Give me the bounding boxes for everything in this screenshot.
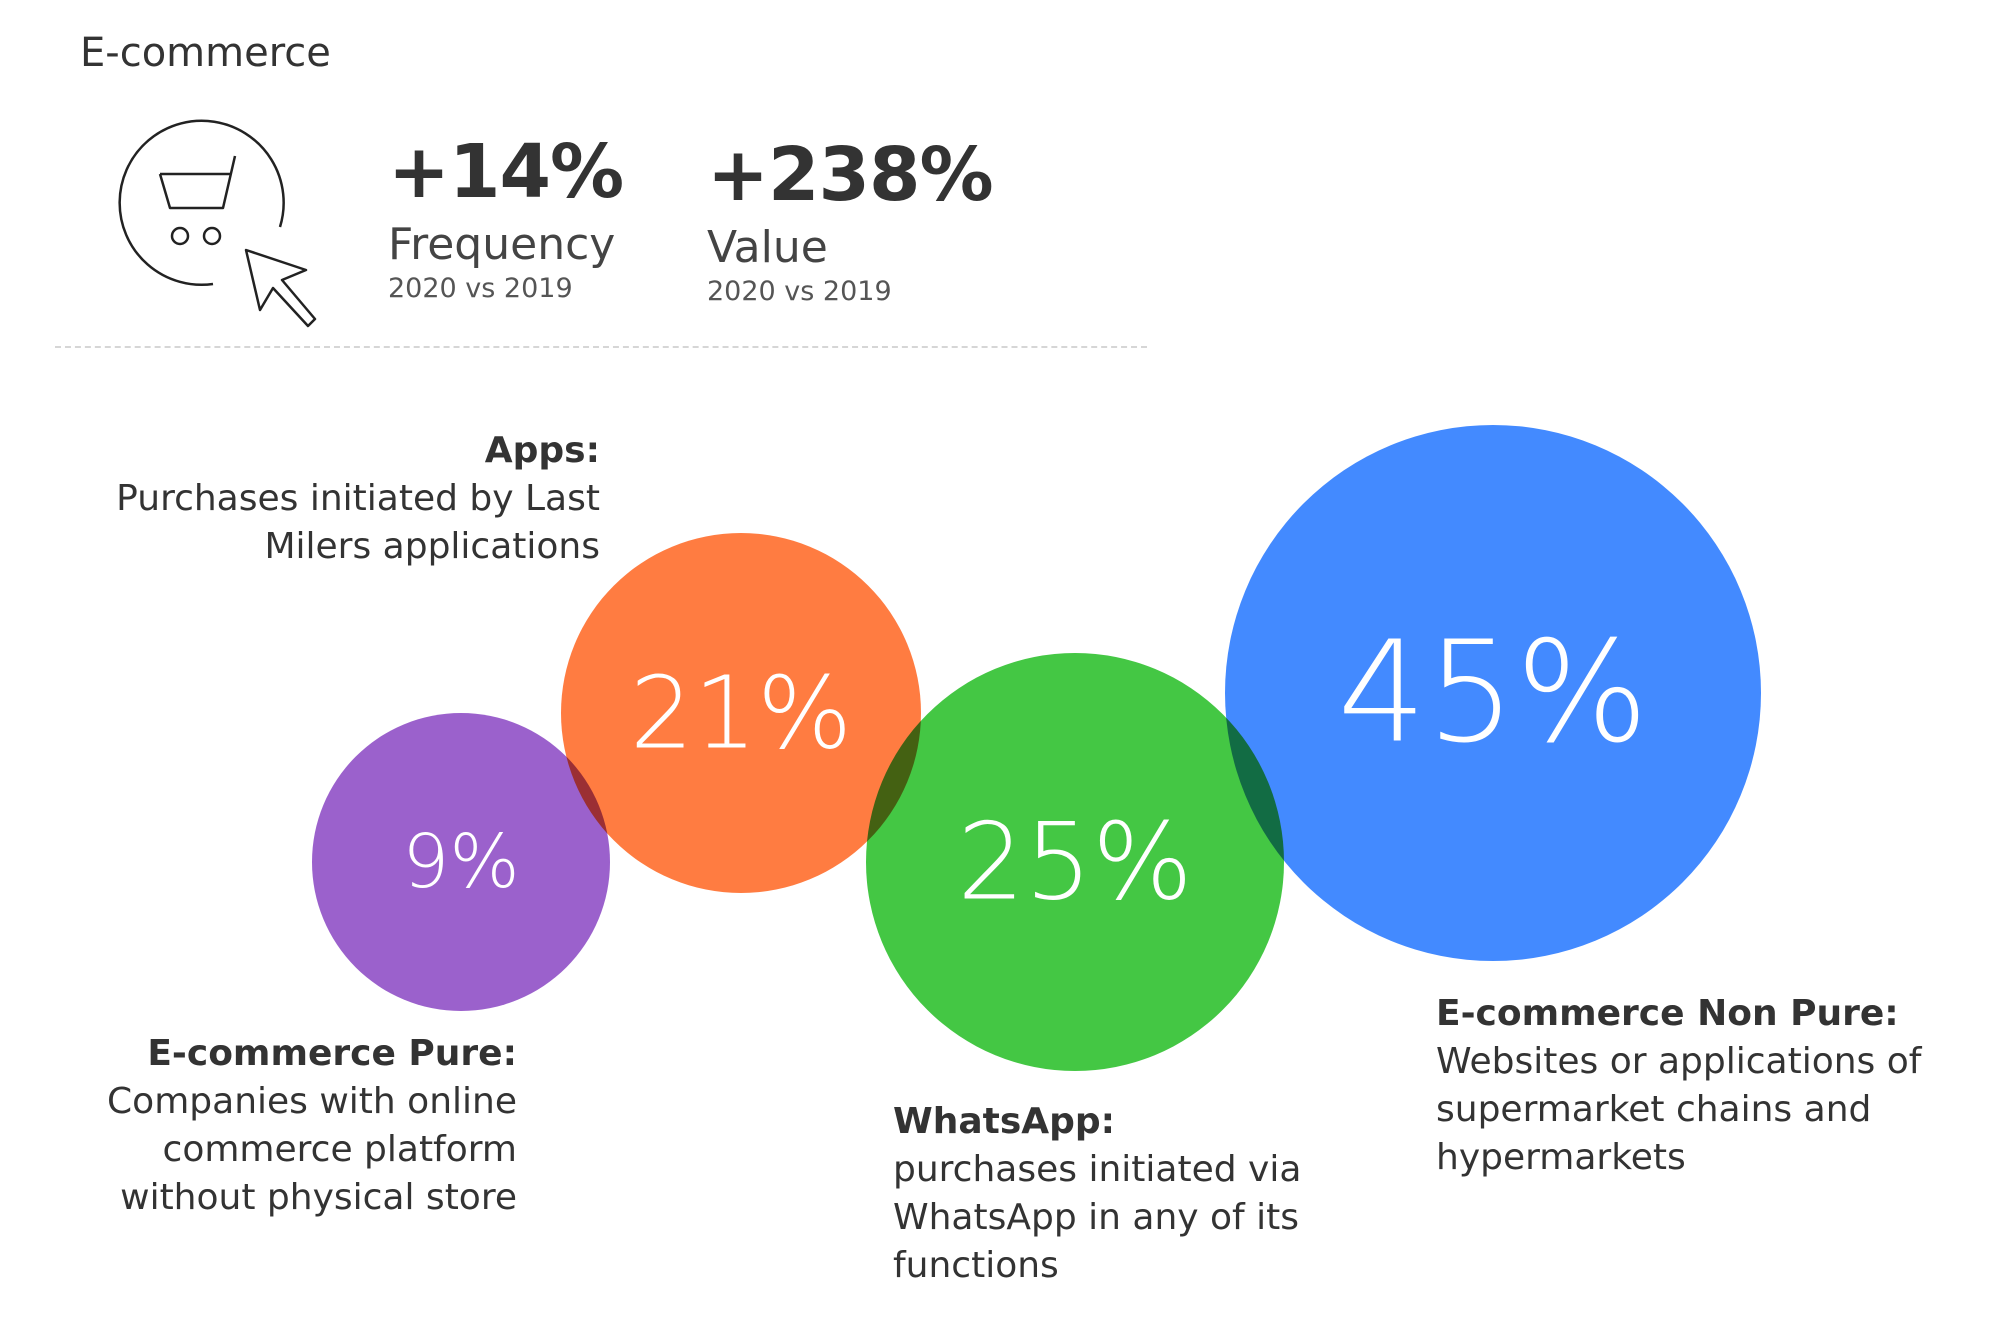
annotation-ecommerce-non-pure-head: E-commerce Non Pure: bbox=[1436, 993, 1899, 1034]
annotation-apps: Apps: Purchases initiated by Last Milers… bbox=[116, 427, 600, 571]
stat-frequency: +14% Frequency 2020 vs 2019 bbox=[388, 129, 624, 305]
annotation-apps-head: Apps: bbox=[484, 430, 600, 471]
page-title: E-commerce bbox=[80, 30, 331, 76]
annotation-ecommerce-non-pure-line: hypermarkets bbox=[1436, 1137, 1686, 1178]
annotation-ecommerce-non-pure: E-commerce Non Pure: Websites or applica… bbox=[1436, 990, 1921, 1182]
annotation-apps-line: Milers applications bbox=[264, 526, 600, 567]
data-label-apps: 21% bbox=[630, 655, 852, 772]
data-label-ecommerce-non-pure: 45% bbox=[1337, 612, 1648, 775]
data-label-whatsapp: 25% bbox=[957, 801, 1193, 924]
annotation-apps-line: Purchases initiated by Last bbox=[116, 478, 600, 519]
annotation-ecommerce-pure: E-commerce Pure: Companies with online c… bbox=[107, 1030, 517, 1222]
annotation-ecommerce-pure-line: Companies with online bbox=[107, 1081, 517, 1122]
stat-value-value: +238% bbox=[707, 132, 994, 218]
stat-value-period: 2020 vs 2019 bbox=[707, 276, 892, 308]
section-divider bbox=[55, 346, 1147, 348]
bubble-ecommerce-pure bbox=[312, 713, 610, 1011]
annotation-ecommerce-pure-head: E-commerce Pure: bbox=[147, 1033, 517, 1074]
stat-value-label: Value bbox=[707, 222, 828, 273]
shopping-cart-cursor-icon bbox=[118, 119, 317, 328]
bubble-whatsapp bbox=[866, 653, 1284, 1071]
annotation-ecommerce-non-pure-line: Websites or applications of bbox=[1436, 1041, 1922, 1082]
annotation-whatsapp-line: WhatsApp in any of its bbox=[893, 1197, 1300, 1238]
annotation-ecommerce-non-pure-line: supermarket chains and bbox=[1436, 1089, 1872, 1130]
annotation-whatsapp-head: WhatsApp: bbox=[893, 1101, 1116, 1142]
stat-value: +238% Value 2020 vs 2019 bbox=[707, 132, 994, 308]
annotation-whatsapp-line: purchases initiated via bbox=[893, 1149, 1302, 1190]
bubble-ecommerce-non-pure bbox=[1225, 425, 1761, 961]
bubble-apps bbox=[561, 533, 921, 893]
annotation-whatsapp-line: functions bbox=[893, 1245, 1059, 1286]
annotation-whatsapp: WhatsApp: purchases initiated via WhatsA… bbox=[893, 1098, 1301, 1290]
annotation-ecommerce-pure-line: without physical store bbox=[120, 1177, 517, 1218]
stat-frequency-period: 2020 vs 2019 bbox=[388, 273, 573, 305]
stat-frequency-label: Frequency bbox=[388, 219, 616, 270]
annotation-ecommerce-pure-line: commerce platform bbox=[162, 1129, 517, 1170]
stat-frequency-value: +14% bbox=[388, 129, 624, 215]
data-label-ecommerce-pure: 9% bbox=[402, 819, 519, 905]
